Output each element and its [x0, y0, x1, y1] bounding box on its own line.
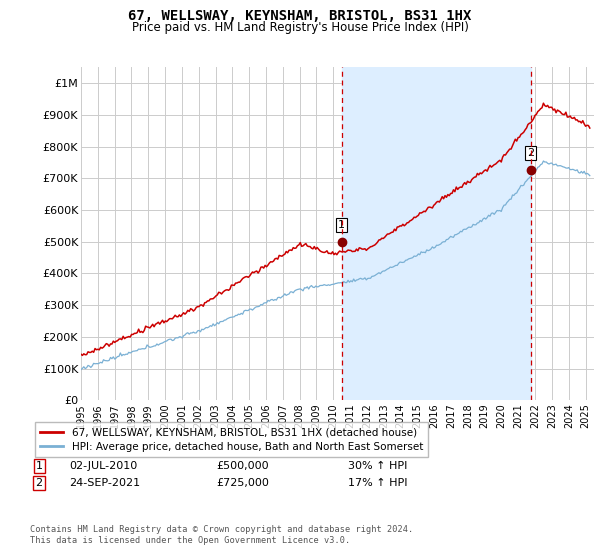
- Text: 1: 1: [35, 461, 43, 472]
- Text: 2: 2: [35, 478, 43, 488]
- Text: 2: 2: [527, 148, 534, 158]
- Text: £500,000: £500,000: [216, 461, 269, 472]
- Text: 1: 1: [338, 220, 345, 230]
- Text: £725,000: £725,000: [216, 478, 269, 488]
- Text: 02-JUL-2010: 02-JUL-2010: [69, 461, 137, 472]
- Text: 67, WELLSWAY, KEYNSHAM, BRISTOL, BS31 1HX: 67, WELLSWAY, KEYNSHAM, BRISTOL, BS31 1H…: [128, 9, 472, 23]
- Text: 17% ↑ HPI: 17% ↑ HPI: [348, 478, 407, 488]
- Text: Price paid vs. HM Land Registry's House Price Index (HPI): Price paid vs. HM Land Registry's House …: [131, 21, 469, 34]
- Bar: [342, 67, 530, 400]
- Text: Contains HM Land Registry data © Crown copyright and database right 2024.
This d: Contains HM Land Registry data © Crown c…: [30, 525, 413, 545]
- Legend: 67, WELLSWAY, KEYNSHAM, BRISTOL, BS31 1HX (detached house), HPI: Average price, : 67, WELLSWAY, KEYNSHAM, BRISTOL, BS31 1H…: [35, 422, 428, 457]
- Text: 24-SEP-2021: 24-SEP-2021: [69, 478, 140, 488]
- Text: 30% ↑ HPI: 30% ↑ HPI: [348, 461, 407, 472]
